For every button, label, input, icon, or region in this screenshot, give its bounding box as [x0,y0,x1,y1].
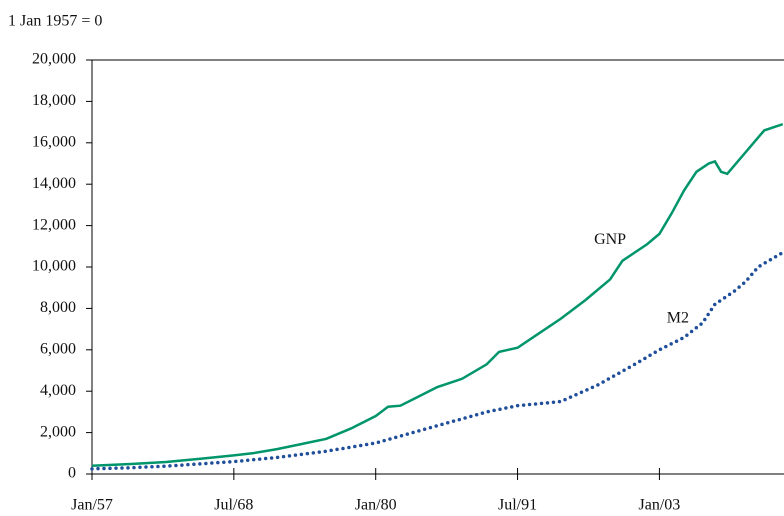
y-tick-label: 20,000 [32,51,76,68]
y-tick-label: 4,000 [40,382,76,399]
series-label: GNP [594,231,626,248]
y-tick-label: 16,000 [32,133,76,150]
series-line [91,122,784,467]
y-tick-label: 14,000 [32,175,76,192]
x-tick-label: Jul/68 [214,497,253,514]
y-tick-label: 18,000 [32,92,76,109]
series-label: M2 [667,309,689,326]
x-tick-label: Jan/57 [71,497,113,514]
y-tick-label: 8,000 [40,299,76,316]
y-axis-label: 1 Jan 1957 = 0 [8,13,102,30]
x-tick-label: Jan/03 [639,497,681,514]
y-tick-label: 10,000 [32,258,76,275]
y-tick-label: 0 [68,465,76,482]
series-line [90,250,784,471]
y-tick-label: 12,000 [32,216,76,233]
y-tick-label: 2,000 [40,423,76,440]
y-tick-label: 6,000 [40,340,76,357]
x-tick-label: Jul/91 [498,497,537,514]
x-tick-label: Jan/80 [355,497,397,514]
plot-frame [91,59,784,475]
